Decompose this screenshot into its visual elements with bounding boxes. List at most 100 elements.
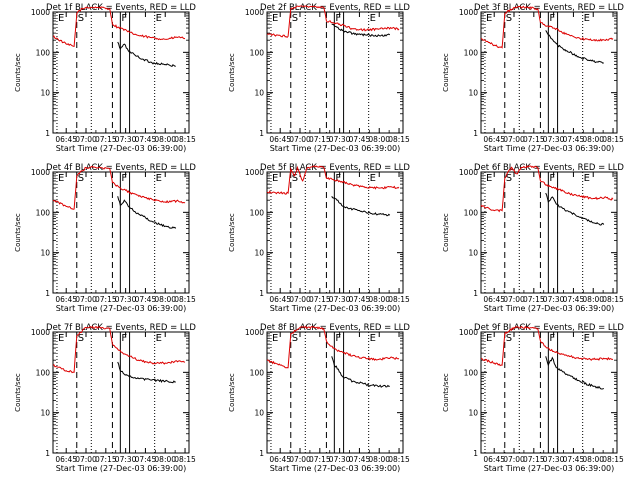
events-series-line [545, 356, 605, 390]
marker-label: E [370, 333, 376, 344]
plot-frame [52, 11, 190, 134]
y-tick-label: 100 [250, 48, 265, 57]
plot-frame [266, 171, 404, 294]
y-axis-label: Counts/sec [442, 373, 450, 412]
marker-label: F [335, 13, 341, 24]
y-tick-label: 1000 [245, 8, 264, 17]
y-axis-label: Counts/sec [442, 213, 450, 252]
x-axis-label: Start Time (27-Dec-03 06:39:00) [270, 144, 401, 153]
chart-panel-9: Det 9f BLACK = Events, RED = LLD Counts/s… [442, 323, 624, 473]
x-tick-label: 06:45 [483, 135, 505, 144]
x-tick-label: 06:45 [269, 295, 291, 304]
y-tick-label: 1 [45, 129, 50, 138]
y-tick-label: 100 [36, 368, 51, 377]
x-tick-label: 07:30 [329, 295, 351, 304]
events-series-line [545, 30, 604, 64]
lld-series-line [266, 325, 400, 369]
x-tick-label: 07:45 [135, 455, 157, 464]
marker-label: E [486, 333, 492, 344]
events-series-line [117, 361, 176, 384]
y-tick-label: 10 [468, 89, 478, 98]
x-tick-label: 07:45 [349, 135, 371, 144]
x-tick-label: 07:00 [289, 135, 311, 144]
lld-series-line [480, 5, 614, 49]
y-tick-label: 1 [473, 129, 478, 138]
marker-label: E [584, 13, 590, 24]
y-tick-label: 1000 [245, 168, 264, 177]
marker-label: S [292, 13, 298, 24]
marker-label: S [78, 13, 84, 24]
x-axis-label: Start Time (27-Dec-03 06:39:00) [484, 304, 615, 313]
y-axis-label: Counts/sec [228, 53, 236, 92]
marker-label: S [292, 333, 298, 344]
x-tick-label: 07:30 [543, 455, 565, 464]
marker-label: E [156, 173, 162, 184]
events-series-line [117, 41, 176, 67]
x-tick-label: 08:15 [174, 295, 196, 304]
chart-title: Det 4f BLACK = Events, RED = LLD [46, 163, 196, 173]
x-tick-label: 06:45 [55, 135, 77, 144]
x-tick-label: 07:30 [329, 135, 351, 144]
x-tick-label: 06:45 [483, 295, 505, 304]
y-axis-label: Counts/sec [14, 373, 22, 412]
x-tick-label: 07:30 [329, 455, 351, 464]
marker-label: S [78, 173, 84, 184]
x-tick-label: 07:45 [563, 135, 585, 144]
x-tick-label: 08:15 [388, 135, 410, 144]
marker-label: E [584, 333, 590, 344]
x-tick-label: 07:00 [75, 455, 97, 464]
x-tick-label: 08:15 [602, 455, 624, 464]
y-tick-label: 100 [250, 208, 265, 217]
y-tick-label: 100 [250, 368, 265, 377]
y-tick-label: 100 [464, 208, 479, 217]
x-tick-label: 07:30 [115, 455, 137, 464]
y-tick-label: 1000 [31, 328, 50, 337]
y-axis-label: Counts/sec [442, 53, 450, 92]
x-tick-label: 08:00 [368, 455, 390, 464]
events-series-line [331, 356, 390, 388]
x-tick-label: 07:45 [349, 295, 371, 304]
y-tick-label: 10 [254, 409, 264, 418]
x-tick-label: 07:15 [95, 135, 117, 144]
x-tick-label: 08:00 [582, 135, 604, 144]
x-tick-label: 07:15 [523, 135, 545, 144]
marker-label: S [506, 333, 512, 344]
x-tick-label: 07:00 [503, 455, 525, 464]
y-tick-label: 10 [40, 89, 50, 98]
marker-label: E [272, 333, 278, 344]
chart-panel-6: Det 6f BLACK = Events, RED = LLD Counts/s… [442, 163, 624, 313]
x-tick-label: 07:15 [309, 135, 331, 144]
marker-label: F [335, 173, 341, 184]
marker-label: S [78, 333, 84, 344]
events-series-line [331, 196, 391, 217]
chart-panel-5: Det 5f BLACK = Events, RED = LLD Counts/s… [228, 163, 410, 313]
x-tick-label: 07:00 [503, 135, 525, 144]
chart-title: Det 1f BLACK = Events, RED = LLD [46, 3, 196, 13]
lld-series-line [480, 325, 614, 367]
y-tick-label: 1 [259, 449, 264, 458]
y-tick-label: 100 [464, 368, 479, 377]
plot-frame [266, 11, 404, 134]
marker-label: E [58, 13, 64, 24]
chart-panel-3: Det 3f BLACK = Events, RED = LLD Counts/s… [442, 3, 624, 153]
chart-title: Det 7f BLACK = Events, RED = LLD [46, 323, 196, 333]
y-tick-label: 1 [473, 289, 478, 298]
y-tick-label: 1 [259, 129, 264, 138]
lld-series-line [266, 165, 400, 195]
marker-label: E [486, 173, 492, 184]
lld-series-line [52, 165, 186, 210]
plot-frame [266, 331, 404, 454]
x-tick-label: 06:45 [55, 295, 77, 304]
lld-series-line [52, 325, 186, 374]
chart-panel-4: Det 4f BLACK = Events, RED = LLD Counts/s… [14, 163, 196, 313]
marker-label: E [370, 173, 376, 184]
chart-panel-2: Det 2f BLACK = Events, RED = LLD Counts/s… [228, 3, 410, 153]
y-tick-label: 100 [36, 208, 51, 217]
y-axis-label: Counts/sec [14, 213, 22, 252]
marker-label: E [58, 333, 64, 344]
x-tick-label: 08:00 [154, 135, 176, 144]
marker-label: F [549, 173, 555, 184]
y-axis-label: Counts/sec [228, 213, 236, 252]
lld-series-line [480, 165, 614, 213]
marker-label: E [156, 333, 162, 344]
